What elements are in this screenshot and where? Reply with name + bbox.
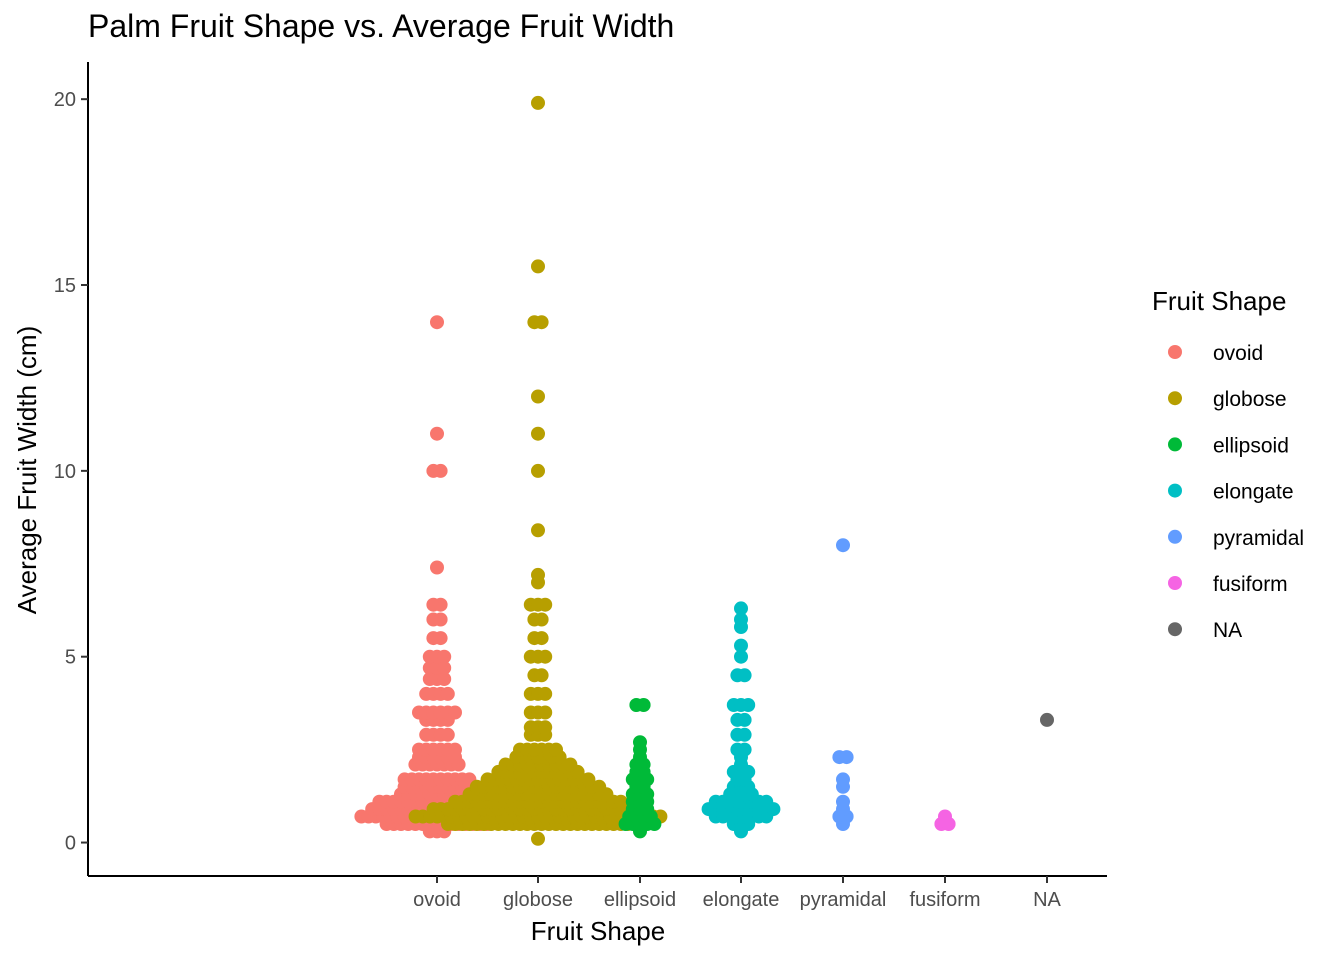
data-point <box>613 794 628 809</box>
data-point <box>531 463 545 478</box>
data-point <box>538 686 553 701</box>
series-ellipsoid <box>618 698 662 839</box>
data-point <box>534 668 549 683</box>
data-point <box>534 631 549 646</box>
series-ovoid <box>354 315 520 839</box>
legend-key-NA <box>1168 622 1182 637</box>
data-point <box>531 426 545 441</box>
data-point <box>440 727 455 742</box>
legend-label-NA: NA <box>1213 619 1242 642</box>
data-point <box>538 720 553 735</box>
x-axis-title: Fruit Shape <box>531 916 665 946</box>
x-tick-label: pyramidal <box>800 889 887 911</box>
y-axis-title: Average Fruit Width (cm) <box>12 326 42 614</box>
data-point <box>549 742 563 757</box>
legend-key-fusiform <box>1168 576 1182 590</box>
x-tick-label: elongate <box>703 889 780 911</box>
y-tick-label: 20 <box>54 89 76 111</box>
series-pyramidal <box>832 538 854 831</box>
chart-title: Palm Fruit Shape vs. Average Fruit Width <box>88 8 675 44</box>
data-point <box>759 794 774 809</box>
data-point <box>633 735 647 750</box>
data-point <box>534 612 549 627</box>
data-point <box>448 705 462 720</box>
data-point <box>430 315 444 330</box>
data-point <box>437 660 452 675</box>
y-tick-label: 5 <box>65 647 76 669</box>
data-point <box>437 672 452 686</box>
legend-label-elongate: elongate <box>1213 481 1294 504</box>
data-point <box>531 389 545 404</box>
data-point <box>836 538 850 553</box>
data-point <box>836 794 850 809</box>
data-point <box>531 95 545 110</box>
data-point <box>531 259 545 274</box>
y-tick-label: 10 <box>54 461 76 483</box>
series-fusiform <box>934 809 956 831</box>
data-point <box>538 705 553 720</box>
data-point <box>433 631 448 646</box>
legend-key-elongate <box>1168 483 1182 498</box>
data-point <box>538 649 553 664</box>
y-axis-ticks: 0 5 10 15 20 <box>54 89 88 855</box>
data-point <box>1040 712 1054 727</box>
legend-key-globose <box>1168 391 1182 406</box>
legend: Fruit Shape ovoid globose ellipsoid elongat… <box>1152 286 1304 642</box>
data-point <box>430 560 444 575</box>
data-point <box>531 523 545 538</box>
data-point <box>433 463 448 478</box>
legend-label-ellipsoid: ellipsoid <box>1213 434 1289 457</box>
data-point <box>741 698 756 712</box>
legend-title: Fruit Shape <box>1152 286 1286 316</box>
data-point <box>734 638 748 653</box>
data-point <box>737 742 752 757</box>
data-point <box>437 649 452 664</box>
data-point <box>734 601 748 616</box>
x-tick-label: globose <box>503 889 573 911</box>
x-tick-label: ellipsoid <box>604 889 676 911</box>
data-point <box>592 779 607 794</box>
legend-key-ellipsoid <box>1168 437 1182 452</box>
data-point <box>531 567 545 582</box>
data-point <box>563 757 578 772</box>
data-point <box>440 686 455 701</box>
x-axis-ticks: ovoid globose ellipsoid elongate pyramidal fu… <box>413 876 1062 911</box>
legend-label-pyramidal: pyramidal <box>1213 527 1304 550</box>
data-point <box>581 772 596 787</box>
data-point <box>534 315 549 330</box>
data-point <box>737 668 752 683</box>
y-tick-label: 15 <box>54 275 76 297</box>
series-elongate <box>701 601 781 839</box>
data-point <box>839 750 854 765</box>
x-tick-label: NA <box>1033 889 1061 911</box>
data-point <box>636 698 651 712</box>
legend-label-ovoid: ovoid <box>1213 342 1263 365</box>
data-point <box>734 649 748 664</box>
x-tick-label: ovoid <box>413 889 461 911</box>
data-point <box>538 597 553 612</box>
legend-key-ovoid <box>1168 345 1182 359</box>
data-point <box>737 727 752 742</box>
x-tick-label: fusiform <box>909 889 980 911</box>
data-point <box>938 809 952 824</box>
data-point <box>433 612 448 627</box>
data-point <box>737 712 752 727</box>
data-point <box>430 426 444 441</box>
data-point <box>448 742 462 757</box>
legend-key-pyramidal <box>1168 529 1182 544</box>
series-globose <box>408 95 668 846</box>
data-point <box>433 597 448 612</box>
legend-label-globose: globose <box>1213 388 1287 411</box>
y-tick-label: 0 <box>65 833 76 855</box>
series-NA <box>1040 712 1054 727</box>
data-point <box>531 831 545 846</box>
data-point <box>836 772 850 787</box>
legend-label-fusiform: fusiform <box>1213 573 1288 596</box>
data-point <box>734 612 748 627</box>
points-layer <box>354 95 1054 846</box>
